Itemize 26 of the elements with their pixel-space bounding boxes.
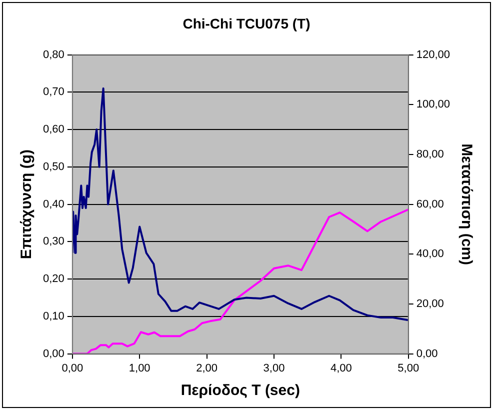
y2-tick-label: 100,00 [416, 98, 450, 111]
y-tick-label: 0,00 [42, 348, 64, 360]
y2-axis-title: Μετατόπιση (cm) [458, 144, 475, 266]
y2-tick-label: 120,00 [416, 48, 450, 61]
y-tick-label: 0,40 [42, 198, 64, 210]
y-tick-label: 0,10 [42, 310, 64, 322]
y2-tick-label: 0,00 [416, 348, 438, 360]
x-axis-title: Περίοδος T (sec) [180, 382, 300, 400]
y-tick-label: 0,70 [42, 86, 64, 98]
x-tick-label: 0,00 [62, 362, 84, 374]
x-tick-label: 5,00 [398, 362, 420, 374]
y2-tick-label: 80,00 [416, 148, 444, 160]
y2-tick-label: 40,00 [416, 248, 444, 260]
y-tick-label: 0,60 [42, 124, 64, 136]
y2-tick-label: 60,00 [416, 198, 444, 210]
y-tick-label: 0,30 [42, 236, 64, 248]
y-tick-label: 0,50 [42, 160, 64, 173]
chart-title: Chi-Chi TCU075 (T) [182, 15, 310, 32]
x-tick-label: 1,00 [128, 362, 150, 374]
x-tick-label: 3,00 [263, 362, 285, 374]
x-tick-label: 4,00 [330, 362, 352, 374]
y-axis-title: Επιτάχυνση (g) [18, 149, 36, 260]
y-tick-label: 0,80 [42, 48, 64, 61]
y-tick-label: 0,20 [42, 273, 64, 286]
y2-tick-label: 20,00 [416, 298, 444, 310]
x-tick-label: 2,00 [196, 362, 218, 374]
